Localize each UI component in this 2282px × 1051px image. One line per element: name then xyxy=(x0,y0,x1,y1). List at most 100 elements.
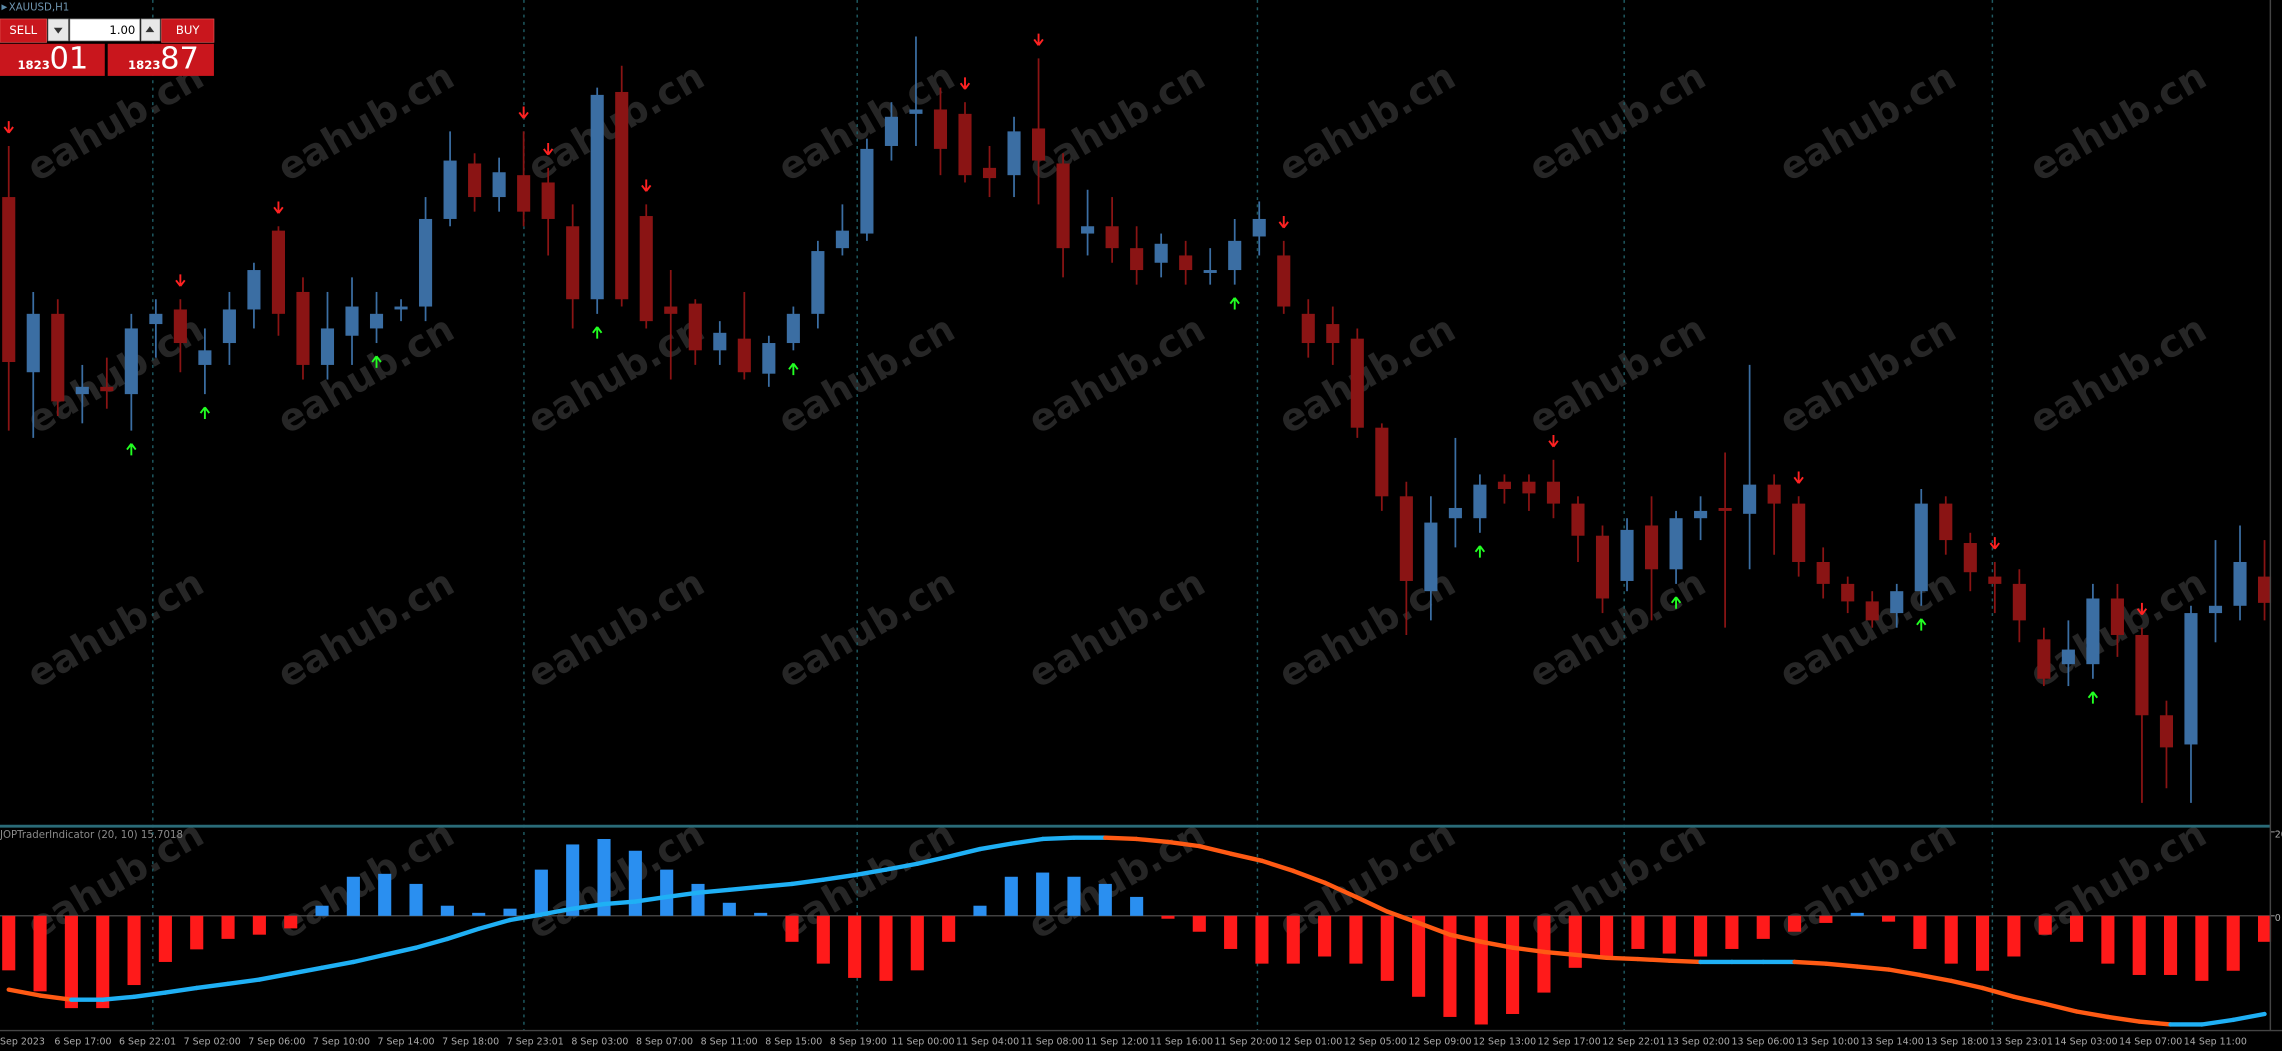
candle-body xyxy=(1105,226,1119,249)
candle-body xyxy=(786,313,800,344)
x-tick-label: 7 Sep 06:00 xyxy=(248,1037,305,1048)
x-tick-label: 8 Sep 11:00 xyxy=(701,1037,758,1048)
signal-line xyxy=(852,867,889,878)
candle-body xyxy=(1792,503,1806,562)
x-tick-label: 7 Sep 02:00 xyxy=(184,1037,241,1048)
histogram-bar xyxy=(1850,912,1864,916)
candle-body xyxy=(1424,522,1438,592)
candle-body xyxy=(1448,507,1462,519)
candle-body xyxy=(811,251,825,314)
signal-line xyxy=(131,990,168,999)
candle-body xyxy=(2061,649,2075,665)
signal-line xyxy=(100,994,137,1002)
x-tick-label: 12 Sep 17:00 xyxy=(1538,1037,1601,1048)
sell-signal xyxy=(959,77,971,90)
histogram-bar xyxy=(2,915,16,971)
candle-body xyxy=(835,230,849,249)
candle-body xyxy=(149,313,163,325)
buy-signal xyxy=(371,355,382,368)
signal-line xyxy=(727,884,763,892)
title-icon xyxy=(1,4,8,11)
candle-body xyxy=(271,230,285,314)
sell-signal xyxy=(543,143,554,156)
histogram-bar xyxy=(848,915,862,978)
increase-icon xyxy=(145,26,155,33)
histogram-bar xyxy=(722,902,736,916)
signal-line xyxy=(2105,1014,2142,1024)
histogram-bar xyxy=(96,915,110,1009)
lot-input[interactable] xyxy=(69,18,141,42)
signal-line xyxy=(2231,1011,2267,1023)
x-tick-label: 8 Sep 03:00 xyxy=(571,1037,628,1048)
histogram-bar xyxy=(628,850,642,916)
histogram-bar xyxy=(691,883,705,916)
histogram-bar xyxy=(1161,915,1175,919)
buy-button[interactable] xyxy=(161,18,215,43)
signal-line xyxy=(1479,939,1515,950)
candle-body xyxy=(1890,591,1904,614)
signal-line xyxy=(1322,880,1359,900)
candle-body xyxy=(1154,243,1168,263)
histogram-bar xyxy=(221,915,235,939)
signal-line xyxy=(507,912,544,923)
candle-body xyxy=(1203,270,1217,273)
sell-price-box[interactable] xyxy=(0,43,105,76)
plot: 20 0 Sep 2023 6 Sep 17:00 6 Sep 22:01 7 Sep 0… xyxy=(0,33,2282,1048)
candle-body xyxy=(1644,525,1659,570)
signal-line xyxy=(1635,956,1672,963)
signal-line xyxy=(351,952,387,965)
x-tick-label: 6 Sep 22:01 xyxy=(119,1037,176,1048)
buy-signal xyxy=(2087,691,2099,704)
signal-line xyxy=(37,993,74,1002)
signal-line xyxy=(789,877,826,887)
candle-body xyxy=(492,172,506,198)
candle-body xyxy=(1595,535,1610,599)
signal-line xyxy=(695,887,732,895)
candle-body xyxy=(468,163,482,198)
histogram-bar xyxy=(1380,915,1394,981)
histogram-bar xyxy=(1192,915,1206,932)
sell-signal xyxy=(1033,33,1044,46)
signal-line xyxy=(476,917,513,931)
candle-body xyxy=(590,94,604,300)
candle-body xyxy=(198,350,212,365)
histogram-bar xyxy=(816,915,830,964)
candle-body xyxy=(1007,131,1021,176)
window-title: XAUUSD,H1 xyxy=(9,2,69,13)
candle-body xyxy=(1767,484,1781,504)
signal-line xyxy=(2011,994,2048,1007)
histogram-bar xyxy=(1318,915,1332,957)
candle-body xyxy=(75,386,89,395)
candle-body xyxy=(2110,598,2124,635)
candle-body xyxy=(419,218,433,307)
sell-signal xyxy=(1278,216,1289,229)
signal-line xyxy=(1385,909,1421,926)
signal-line xyxy=(758,881,795,890)
candle-body xyxy=(2184,613,2198,745)
candle-body xyxy=(615,91,629,300)
signal-line xyxy=(977,841,1014,852)
candle-body xyxy=(1546,481,1561,504)
signal-line xyxy=(1667,958,1703,965)
candle-body xyxy=(958,113,972,176)
signal-line xyxy=(1792,959,1829,966)
histogram-bar xyxy=(1600,915,1614,957)
y-tick-label: 0 xyxy=(2275,913,2281,924)
buy-signal xyxy=(788,362,799,376)
signal-line xyxy=(445,926,481,942)
histogram-bar xyxy=(534,869,548,916)
signal-line xyxy=(946,846,983,859)
histogram-bar xyxy=(1098,883,1112,916)
signal-line xyxy=(1886,967,1923,978)
candle-body xyxy=(1718,507,1732,511)
candle-body xyxy=(51,313,65,402)
candle-body xyxy=(1620,529,1634,581)
sell-button[interactable] xyxy=(0,18,47,43)
signal-line xyxy=(257,971,293,982)
sell-price-small: 1823 xyxy=(17,58,49,72)
signal-line xyxy=(1917,972,1954,984)
candle-body xyxy=(369,313,384,329)
signal-line xyxy=(1009,836,1045,846)
buy-price-box[interactable] xyxy=(107,43,214,76)
